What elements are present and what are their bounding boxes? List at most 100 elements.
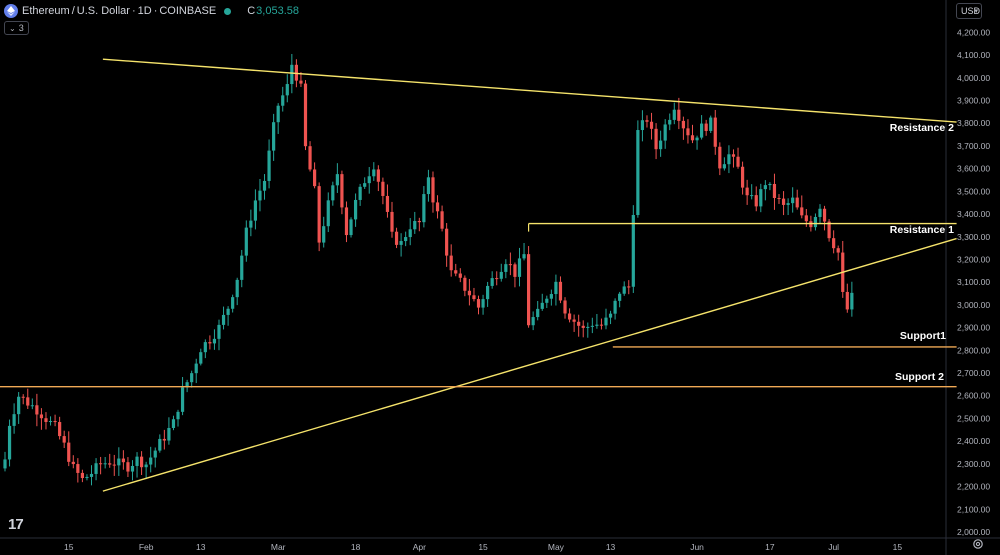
time-tick-label: 13 — [196, 542, 206, 552]
candle-body — [627, 286, 631, 288]
candle-body — [108, 463, 112, 465]
candle-body — [467, 290, 472, 296]
candle-body — [800, 207, 804, 216]
candle-body — [30, 405, 34, 407]
candle-body — [404, 237, 408, 242]
candle-body — [458, 273, 462, 278]
candle-body — [367, 176, 371, 184]
candle-body — [253, 200, 258, 221]
candle-body — [417, 220, 421, 223]
candle-body — [695, 137, 699, 141]
annotation-line[interactable] — [102, 58, 957, 123]
candle-body — [426, 177, 431, 195]
symbol-header[interactable]: Ethereum / U.S. Dollar · 1D · COINBASE C… — [4, 3, 299, 19]
candle-body — [700, 123, 704, 138]
candle-body — [827, 221, 831, 239]
candle-body — [385, 195, 390, 212]
price-tick-label: 4,200.00 — [957, 27, 990, 37]
candle-body — [486, 285, 490, 300]
annotation-label: Support1 — [900, 330, 946, 342]
price-axis: 2,000.00 2,100.00 2,200.00 2,300.00 2,400.00… — [957, 27, 990, 537]
time-tick-label: 15 — [64, 542, 74, 552]
candle-body — [89, 473, 94, 477]
candle-body — [526, 254, 531, 326]
candle-body — [135, 456, 139, 466]
candle-body — [335, 174, 339, 186]
candle-body — [331, 185, 335, 201]
candle-body — [540, 302, 544, 309]
gear-icon[interactable] — [972, 538, 984, 550]
candlestick-series — [3, 53, 854, 486]
candle-body — [240, 255, 244, 280]
price-tick-label: 2,400.00 — [957, 436, 990, 446]
candle-body — [777, 197, 781, 199]
price-tick-label: 3,900.00 — [957, 96, 990, 106]
close-value: 3,053.58 — [256, 5, 299, 17]
candle-body — [358, 186, 362, 200]
candle-body — [599, 324, 604, 326]
candle-body — [413, 220, 417, 230]
candle-body — [668, 119, 672, 125]
exchange: COINBASE — [159, 5, 217, 17]
candle-body — [690, 135, 695, 141]
candle-body — [290, 64, 294, 85]
candle-body — [640, 120, 645, 131]
candle-body — [781, 198, 786, 205]
time-tick-label: 15 — [478, 542, 488, 552]
candle-body — [495, 278, 499, 280]
candle-body — [531, 317, 535, 326]
candle-body — [472, 295, 476, 300]
price-tick-label: 2,900.00 — [957, 323, 990, 333]
candle-body — [353, 199, 358, 220]
candle-body — [313, 169, 317, 187]
candle-body — [435, 202, 440, 212]
time-tick-label: May — [548, 542, 565, 552]
candle-body — [294, 64, 298, 81]
candle-body — [581, 325, 585, 328]
annotation-line[interactable] — [102, 237, 957, 492]
candle-body — [130, 465, 135, 472]
candle-body — [340, 174, 344, 208]
candle-body — [759, 189, 763, 207]
currency-select[interactable]: USD ▾ — [956, 3, 982, 19]
symbol-name: Ethereum — [22, 5, 70, 17]
annotation-label: Support 2 — [895, 371, 944, 383]
indicators-toggle-button[interactable]: ⌄ 3 — [4, 21, 29, 35]
candle-body — [845, 291, 849, 310]
price-tick-label: 3,300.00 — [957, 232, 990, 242]
candle-body — [654, 128, 658, 150]
candle-body — [563, 300, 567, 314]
candle-body — [71, 461, 75, 465]
candle-body — [17, 396, 21, 415]
time-tick-label: Mar — [271, 542, 286, 552]
tradingview-logo-icon[interactable]: 17 — [8, 516, 24, 533]
candle-body — [659, 140, 663, 150]
price-tick-label: 4,000.00 — [957, 73, 990, 83]
price-tick-label: 3,800.00 — [957, 118, 990, 128]
candle-body — [99, 463, 103, 465]
candle-body — [121, 458, 125, 463]
candle-body — [431, 177, 435, 203]
candle-body — [804, 215, 808, 222]
candle-body — [203, 342, 207, 353]
candle-body — [299, 80, 303, 84]
candle-body — [772, 183, 777, 198]
candle-body — [677, 109, 681, 121]
time-tick-label: 15 — [893, 542, 903, 552]
candle-body — [558, 281, 563, 301]
interval[interactable]: 1D — [137, 5, 152, 17]
candle-body — [504, 264, 508, 272]
price-tick-label: 3,200.00 — [957, 254, 990, 264]
time-tick-label: Feb — [139, 542, 154, 552]
candle-body — [117, 458, 121, 466]
candle-body — [822, 208, 827, 222]
candle-body — [349, 219, 353, 236]
candle-body — [217, 324, 221, 339]
time-axis: 15 Feb 13 Mar 18 Apr 15 May 13 Jun 17 Jul 15 — [64, 542, 902, 552]
candle-body — [649, 121, 654, 129]
price-tick-label: 3,000.00 — [957, 300, 990, 310]
candle-body — [768, 183, 772, 186]
candle-body — [545, 298, 549, 303]
